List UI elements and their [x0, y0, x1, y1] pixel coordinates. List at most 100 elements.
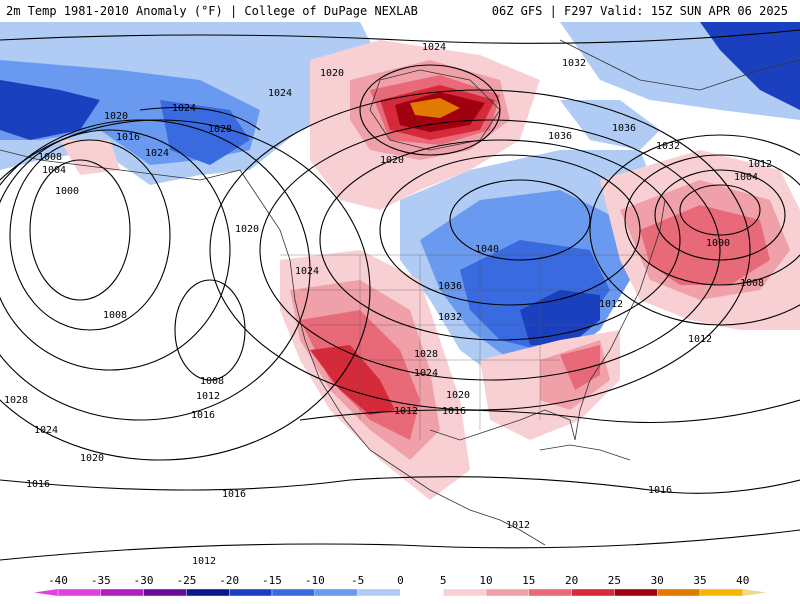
colorbar-swatch: [143, 588, 187, 597]
isobar-label: 1000: [55, 186, 79, 197]
colorbar-label: -30: [134, 574, 154, 587]
isobar-label: 1024: [295, 266, 319, 277]
cold-area-quebec: [560, 100, 660, 150]
warm-area-hudson-peak: [410, 98, 460, 118]
colorbar-label: -5: [351, 574, 364, 587]
isobar-label: 1032: [438, 312, 462, 323]
colorbar-swatch: [528, 588, 572, 597]
isobar-label: 1016: [442, 406, 466, 417]
isobar-label: 1024: [414, 368, 438, 379]
colorbar-arrow-right: [742, 589, 767, 596]
isobar-label: 1012: [192, 556, 216, 567]
isobar-label: 1012: [688, 334, 712, 345]
isobar-label: 1008: [740, 278, 764, 289]
isobar-label: 1028: [414, 349, 438, 360]
coast-alaska: [0, 149, 241, 181]
cold-area-yukon: [160, 100, 250, 165]
colorbar-label: 5: [440, 574, 447, 587]
isobar-labels: 1024 1020 1032 1024 1024 1020 1028 1016 …: [4, 42, 772, 567]
colorbar-swatch: [357, 588, 401, 597]
anomaly-map: 1024 1020 1032 1024 1024 1020 1028 1016 …: [0, 22, 800, 570]
isobar-high-central-1040: [449, 179, 591, 261]
colorbar-swatch: [571, 588, 615, 597]
isobar-low-pacific-1000: [29, 159, 131, 301]
isobar-label: 1020: [320, 68, 344, 79]
isobar-label: 1020: [446, 390, 470, 401]
cold-area-top-right-core: [700, 22, 800, 110]
isobar-label: 1016: [191, 410, 215, 421]
anomaly-colorbar: -40 -35 -30 -25 -20 -15 -10 -5 0 5 10 15 20 25 30 35 40: [0, 570, 800, 600]
colorbar-arrow-left: [34, 589, 58, 596]
colorbar-label: 35: [693, 574, 706, 587]
colorbar-label: 0: [397, 574, 404, 587]
colorbar-label: -10: [305, 574, 325, 587]
colorbar-swatch: [485, 588, 529, 597]
isobar-low-pacific-1008: [0, 129, 231, 371]
isobar-label: 1040: [475, 244, 499, 255]
isobar-label: 1016: [26, 479, 50, 490]
isobar-label: 1004: [42, 165, 66, 176]
colorbar-swatch: [186, 588, 230, 597]
colorbar-swatch: [100, 588, 144, 597]
isobar-high-central-1028: [259, 119, 721, 381]
isobar-label: 1032: [562, 58, 586, 69]
isobar-label: 1000: [706, 238, 730, 249]
colorbar-swatch: [699, 588, 743, 597]
colorbar-swatch: [400, 588, 444, 597]
coast-hudson-bay: [369, 69, 501, 151]
isobar-label: 1012: [599, 299, 623, 310]
coastlines: [0, 39, 800, 546]
colorbar-label: -20: [219, 574, 239, 587]
isobar-label: 1012: [748, 159, 772, 170]
isobar-label: 1020: [80, 453, 104, 464]
isobar-label: 1020: [235, 224, 259, 235]
isobar-label: 1036: [548, 131, 572, 142]
cold-anomaly-field: [0, 22, 800, 380]
colorbar-label: -15: [262, 574, 282, 587]
isobar-label: 1004: [734, 172, 758, 183]
model-run-info: 06Z GFS | F297 Valid: 15Z SUN APR 06 202…: [491, 4, 788, 18]
isobar-lines: [0, 29, 800, 561]
isobar-low-atlantic-1008: [624, 154, 800, 286]
warm-area-pacific-small: [60, 140, 120, 175]
colorbar-label: 10: [479, 574, 492, 587]
isobar-high-canada-1020: [359, 64, 501, 156]
isobar-south-1012b: [0, 529, 800, 561]
colorbar-label: -40: [48, 574, 68, 587]
coast-east: [574, 199, 666, 441]
isobar-label: 1024: [145, 148, 169, 159]
isobar-label: 1036: [438, 281, 462, 292]
colorbar-label: 30: [651, 574, 664, 587]
isobar-label: 1012: [506, 520, 530, 531]
map-title: 2m Temp 1981-2010 Anomaly (°F) | College…: [6, 4, 418, 18]
isobar-label: 1028: [208, 124, 232, 135]
colorbar-label: 25: [608, 574, 621, 587]
colorbar-label: 20: [565, 574, 578, 587]
isobar-north-1028: [139, 106, 261, 131]
isobar-label: 1020: [380, 155, 404, 166]
isobar-label: 1024: [422, 42, 446, 53]
coast-gulf: [429, 409, 576, 441]
isobar-label: 1020: [104, 111, 128, 122]
coast-greenland: [559, 39, 800, 91]
isobar-low-pacific-1016: [0, 119, 371, 461]
warm-anomaly-field: [60, 40, 800, 500]
colorbar-swatch: [228, 588, 273, 597]
isobar-label: 1012: [196, 391, 220, 402]
isobar-low-pacific-1004: [9, 139, 171, 331]
colorbar-label: -25: [176, 574, 196, 587]
colorbar-swatch: [57, 588, 101, 597]
colorbar-swatch: [443, 588, 487, 597]
isobar-label: 1012: [394, 406, 418, 417]
isobar-label: 1016: [222, 489, 246, 500]
isobar-label: 1024: [172, 103, 196, 114]
isobar-north-1024: [0, 29, 800, 44]
isobar-label: 1016: [116, 132, 140, 143]
isobar-label: 1024: [34, 425, 58, 436]
isobar-label: 1008: [38, 152, 62, 163]
isobar-low-atlantic-1004: [654, 169, 786, 261]
isobar-low-pacific-1008b: [174, 279, 246, 381]
warm-area-carolinas: [560, 345, 600, 390]
isobar-label: 1032: [656, 141, 680, 152]
